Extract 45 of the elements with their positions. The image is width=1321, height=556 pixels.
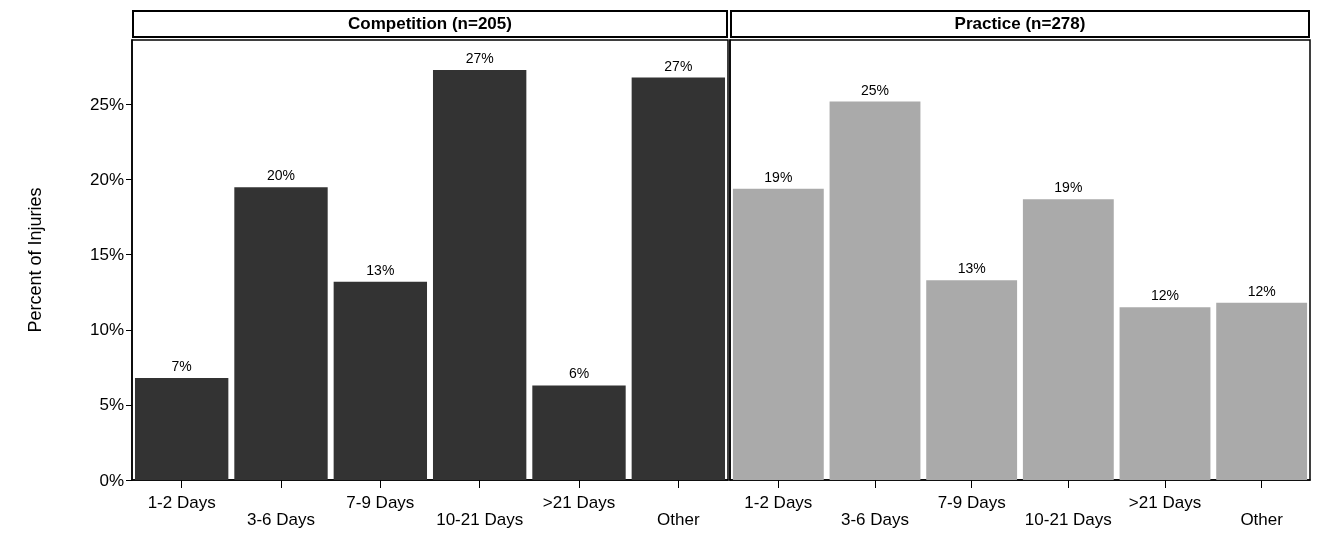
x-tick-label: 3-6 Days	[246, 510, 316, 529]
x-tick-label: 10-21 Days	[1024, 510, 1112, 529]
bar	[926, 280, 1018, 480]
x-tick-label: 7-9 Days	[937, 493, 1006, 512]
x-tick-label: 1-2 Days	[744, 493, 813, 512]
data-label: 19%	[1054, 179, 1083, 196]
bar	[532, 385, 626, 480]
chart-title: Practice (n=278)	[730, 10, 1310, 38]
data-label: 12%	[1150, 287, 1180, 304]
data-label: 13%	[957, 260, 986, 277]
data-label: 27%	[465, 50, 494, 67]
x-tick-label: 7-9 Days	[346, 493, 415, 512]
y-tick-label: 25%	[89, 95, 124, 115]
bar	[1119, 307, 1211, 480]
bar	[732, 188, 824, 480]
x-tick-label: Other	[1240, 510, 1284, 529]
x-tick-label: 10-21 Days	[436, 510, 524, 529]
data-label: 20%	[266, 167, 296, 184]
data-label: 12%	[1247, 282, 1276, 299]
bar	[234, 187, 328, 480]
data-label: 25%	[860, 81, 890, 98]
x-tick-label: 1-2 Days	[147, 493, 216, 512]
data-label: 13%	[366, 261, 395, 278]
y-axis-title: Percent of Injuries	[25, 187, 45, 333]
x-tick-label: 3-6 Days	[840, 510, 910, 529]
bar	[432, 70, 527, 480]
bar	[134, 377, 229, 480]
bar	[1216, 302, 1308, 480]
data-label: 19%	[764, 168, 793, 185]
x-tick-label: >21 Days	[1128, 493, 1202, 512]
y-tick-label: 0%	[99, 470, 124, 490]
data-label: 6%	[568, 365, 590, 382]
x-tick-label: >21 Days	[542, 493, 616, 512]
bar	[1022, 199, 1114, 480]
y-tick-label: 20%	[89, 170, 124, 190]
chart-title: Competition (n=205)	[132, 10, 728, 38]
bar	[333, 281, 428, 480]
y-tick-label: 10%	[89, 320, 124, 340]
bar	[829, 101, 921, 480]
y-tick-label: 5%	[99, 395, 124, 415]
x-tick-label: Other	[657, 510, 700, 529]
data-label: 7%	[171, 357, 192, 374]
data-label: 27%	[664, 57, 693, 74]
bar	[631, 77, 726, 480]
y-tick-label: 15%	[89, 245, 124, 265]
